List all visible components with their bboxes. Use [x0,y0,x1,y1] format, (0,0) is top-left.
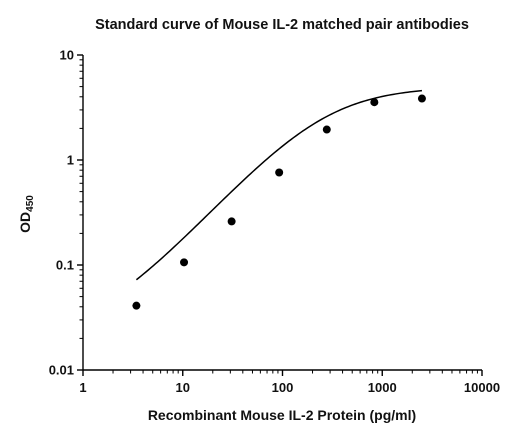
y-axis-ticks: 0.01 0.1 1 10 [49,48,83,378]
y-axis-label: OD450 [17,195,36,233]
y-axis-label-main: OD [17,212,33,233]
x-axis-label: Recombinant Mouse IL-2 Protein (pg/ml) [148,407,416,423]
y-tick-label: 0.1 [56,258,74,273]
x-tick-label: 1000 [368,380,397,395]
x-tick-label: 1 [79,380,86,395]
data-point [275,168,284,177]
x-tick-label: 10000 [464,380,500,395]
x-tick-label: 100 [272,380,294,395]
chart-title: Standard curve of Mouse IL-2 matched pai… [95,17,469,33]
data-point [132,301,141,310]
y-tick-label: 10 [60,48,74,63]
data-point [180,258,189,267]
data-point [370,98,379,107]
fit-curve [135,89,423,281]
data-points [132,94,426,310]
data-point [227,217,236,226]
y-tick-label: 0.01 [49,363,74,378]
y-axis-label-subscript: 450 [25,195,36,212]
x-axis-ticks: 1 10 100 1000 10000 [79,370,500,395]
data-point [417,94,426,103]
x-tick-label: 10 [176,380,190,395]
data-point [322,125,331,134]
y-tick-label: 1 [67,153,74,168]
